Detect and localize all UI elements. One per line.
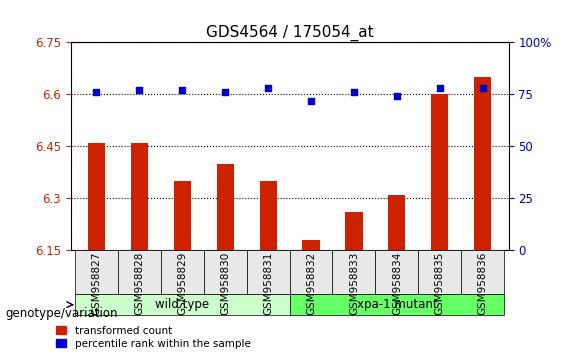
Bar: [388, 195, 406, 250]
FancyBboxPatch shape: [290, 294, 504, 315]
Bar: [431, 95, 449, 250]
Point: [264, 85, 273, 91]
Bar: [88, 143, 105, 250]
FancyBboxPatch shape: [290, 250, 332, 294]
Point: [135, 87, 144, 93]
FancyBboxPatch shape: [247, 250, 290, 294]
FancyBboxPatch shape: [75, 250, 118, 294]
Point: [221, 90, 230, 95]
Text: GSM958834: GSM958834: [392, 252, 402, 315]
Point: [478, 85, 487, 91]
Bar: [173, 181, 191, 250]
Text: GSM958833: GSM958833: [349, 252, 359, 315]
FancyBboxPatch shape: [461, 250, 504, 294]
Text: GSM958830: GSM958830: [220, 252, 230, 315]
FancyBboxPatch shape: [332, 250, 375, 294]
Point: [178, 87, 187, 93]
FancyBboxPatch shape: [161, 250, 204, 294]
Legend: transformed count, percentile rank within the sample: transformed count, percentile rank withi…: [56, 326, 251, 349]
Text: GSM958835: GSM958835: [435, 252, 445, 315]
Point: [306, 98, 315, 103]
Bar: [216, 164, 234, 250]
Point: [349, 90, 358, 95]
Bar: [474, 77, 492, 250]
Text: GSM958827: GSM958827: [92, 252, 101, 315]
Text: genotype/variation: genotype/variation: [6, 307, 118, 320]
Bar: [345, 212, 363, 250]
Bar: [259, 181, 277, 250]
Text: GSM958836: GSM958836: [478, 252, 488, 315]
Text: xpa-1 mutant: xpa-1 mutant: [357, 298, 437, 311]
FancyBboxPatch shape: [118, 250, 161, 294]
FancyBboxPatch shape: [375, 250, 418, 294]
Point: [392, 94, 401, 99]
Text: GSM958829: GSM958829: [177, 252, 187, 315]
Bar: [131, 143, 148, 250]
FancyBboxPatch shape: [75, 294, 290, 315]
FancyBboxPatch shape: [418, 250, 461, 294]
Point: [435, 85, 444, 91]
Text: GSM958828: GSM958828: [134, 252, 144, 315]
Text: GSM958831: GSM958831: [263, 252, 273, 315]
Bar: [302, 240, 320, 250]
Text: wild type: wild type: [155, 298, 209, 311]
Text: GSM958832: GSM958832: [306, 252, 316, 315]
Point: [92, 90, 101, 95]
FancyBboxPatch shape: [204, 250, 247, 294]
Title: GDS4564 / 175054_at: GDS4564 / 175054_at: [206, 25, 373, 41]
